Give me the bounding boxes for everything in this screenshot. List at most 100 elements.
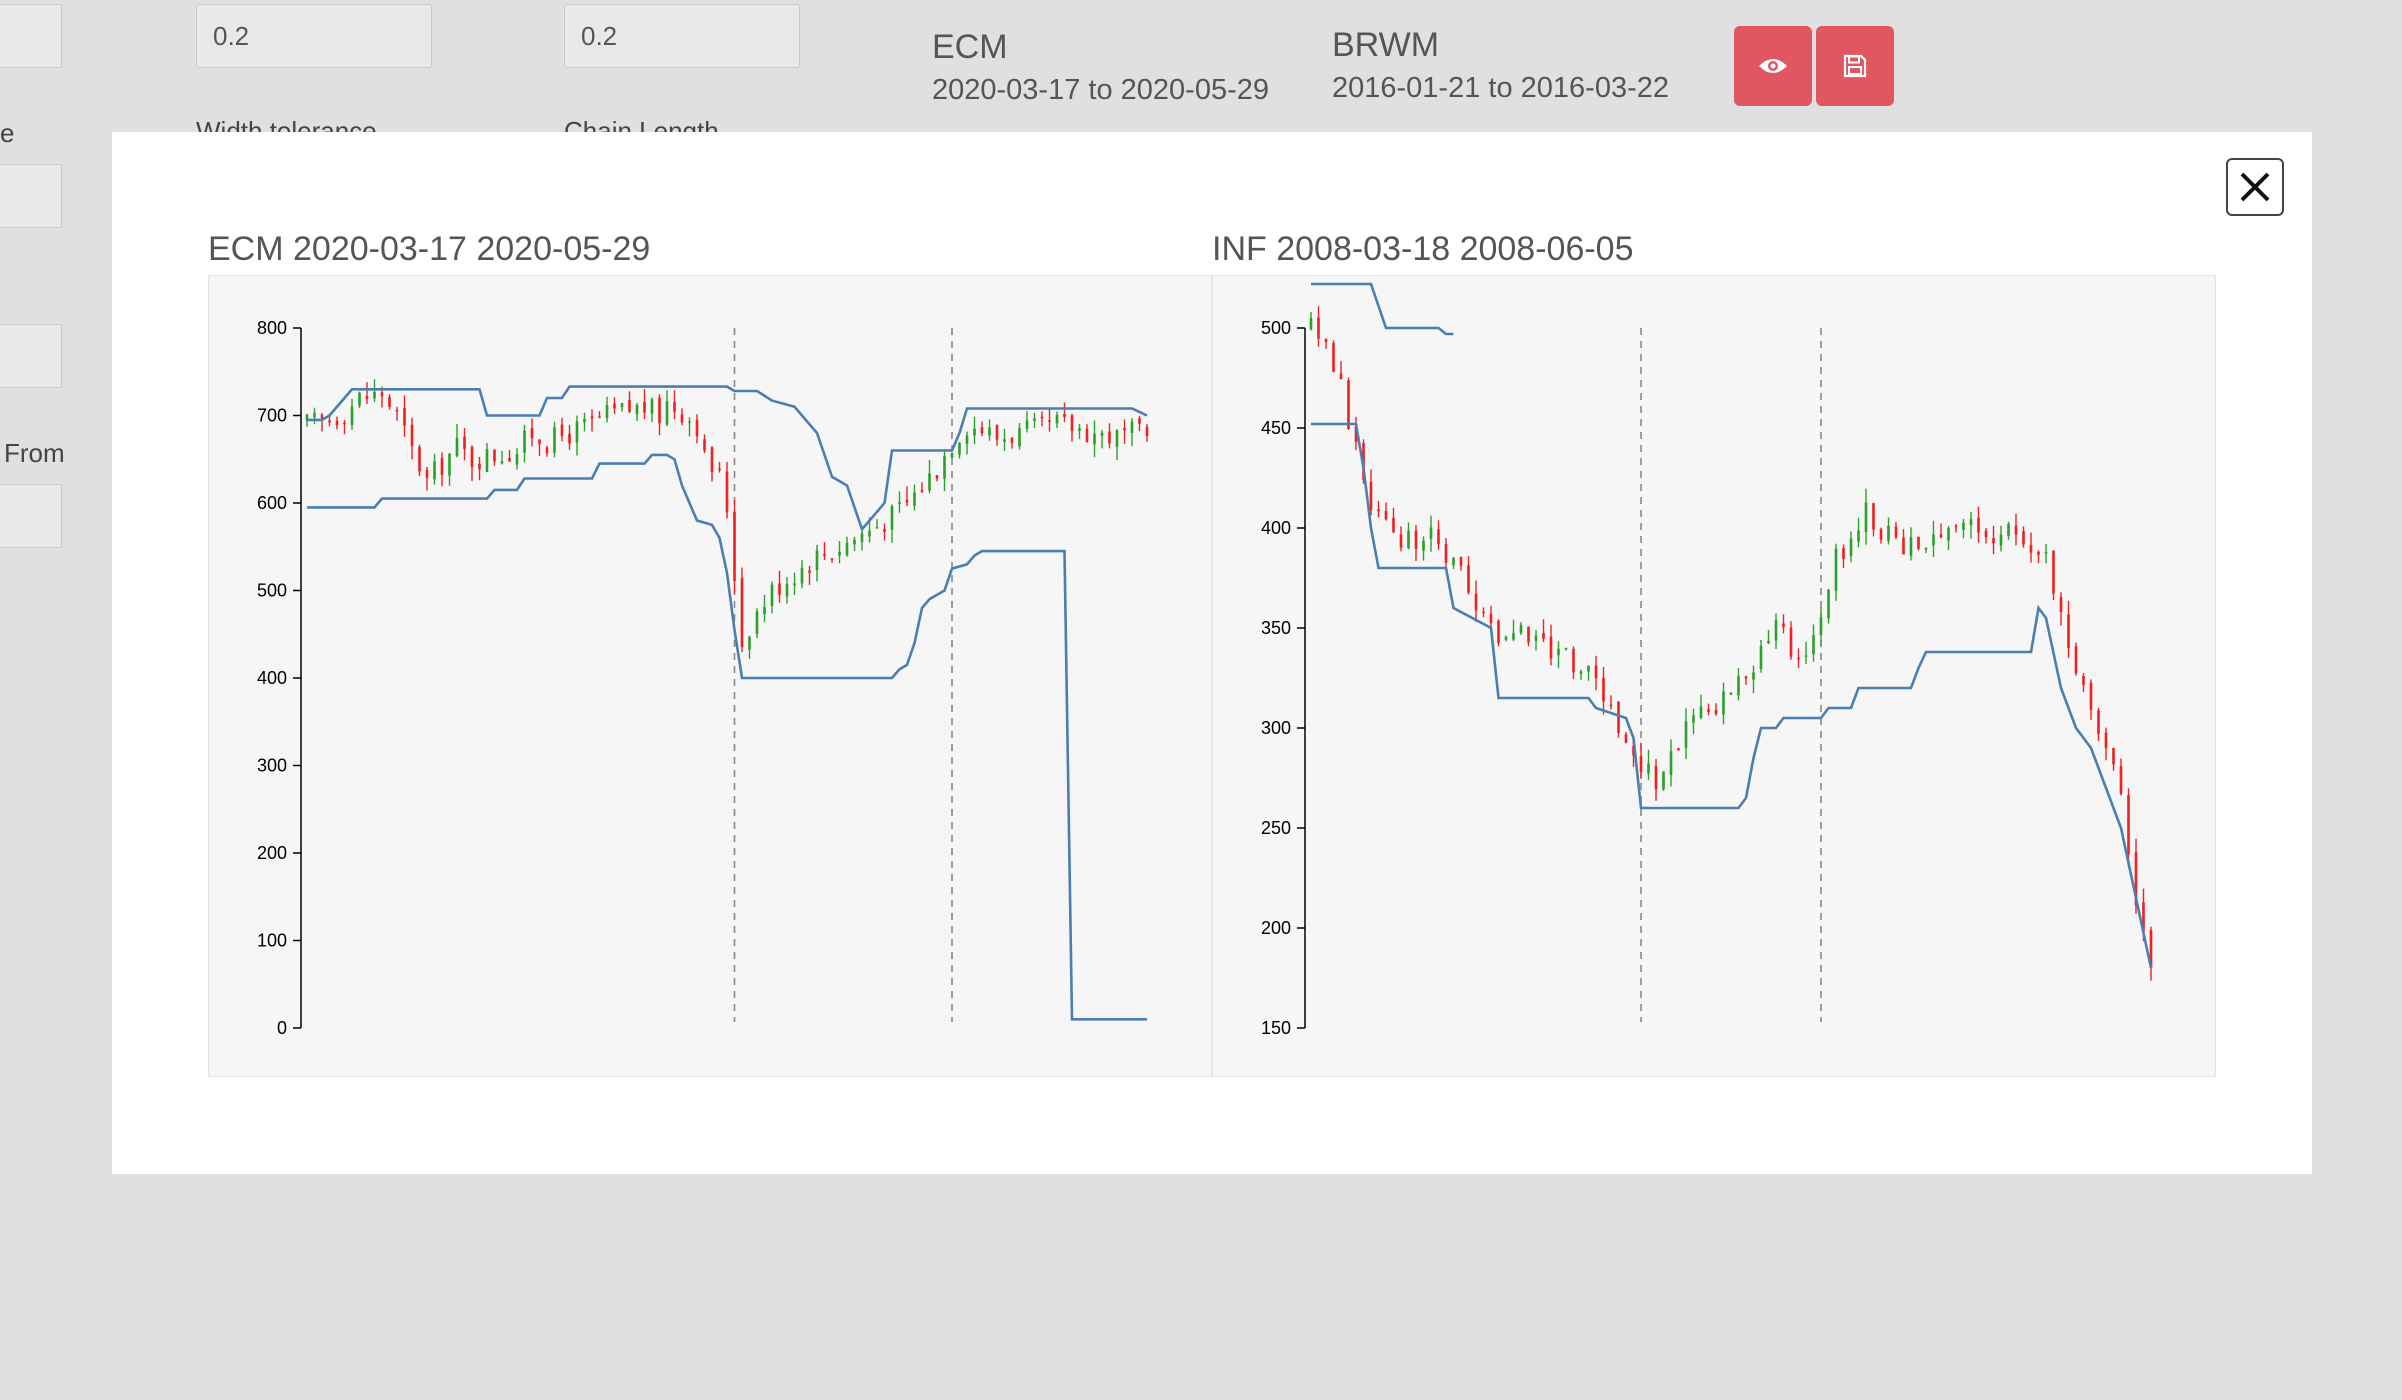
candle [605, 396, 609, 423]
left-label-e: e [0, 118, 15, 148]
candle [1797, 648, 1800, 668]
candle [973, 416, 976, 445]
candle [658, 394, 661, 436]
left-label-from: From [4, 438, 65, 468]
summary-range-ecm: 2020-03-17 to 2020-05-29 [932, 74, 1269, 106]
candle [763, 594, 766, 623]
candle [1444, 538, 1448, 569]
candle [650, 397, 654, 423]
candle [995, 424, 999, 446]
candle [1392, 507, 1395, 534]
candle [1624, 732, 1628, 744]
candle [1924, 547, 1928, 554]
left-field-4[interactable] [0, 484, 62, 548]
y-tick-label: 100 [257, 931, 287, 951]
candle [1025, 411, 1029, 433]
candle [1684, 708, 1688, 760]
candle [2022, 526, 2025, 548]
candle [890, 504, 894, 543]
candle [1729, 692, 1733, 696]
candle [1579, 669, 1583, 680]
candlestick-chart-inf: 150 200 250 300 350 400 450 500 [1261, 282, 2153, 1038]
candle [1452, 556, 1455, 570]
candle [1774, 613, 1778, 650]
left-field-2[interactable] [0, 164, 62, 228]
width-tolerance-input[interactable]: 0.2 [196, 4, 432, 68]
candle [1984, 528, 1988, 544]
candle [1504, 635, 1508, 642]
candle [1954, 523, 1958, 533]
y-tick-label: 800 [257, 318, 287, 338]
chart-panel-ecm: 0 100 200 300 400 500 600 700 800 [208, 275, 1212, 1077]
candle [1557, 641, 1560, 669]
candle [1812, 624, 1815, 662]
candle [1707, 703, 1710, 716]
candle [1003, 428, 1006, 451]
candle [470, 445, 474, 481]
save-button[interactable] [1816, 26, 1894, 106]
candle [1857, 517, 1860, 548]
candle [1602, 666, 1605, 715]
candle [1354, 416, 1358, 451]
candle [2007, 521, 2010, 540]
candle [560, 417, 564, 442]
candle [958, 441, 961, 459]
candle [1759, 640, 1763, 673]
candle [1842, 544, 1845, 568]
candle [530, 418, 534, 447]
candle [950, 452, 954, 459]
candle [1932, 520, 1935, 557]
candle [1347, 377, 1350, 430]
candle [2014, 513, 2018, 546]
candle [1422, 536, 1425, 561]
summary-symbol-brwm: BRWM [1332, 26, 1440, 64]
candle [613, 397, 616, 414]
candle [1040, 411, 1044, 427]
candle [493, 449, 496, 466]
upper-channel-line [307, 385, 1148, 532]
candle [1677, 747, 1680, 751]
candle [808, 565, 811, 585]
candle [1339, 361, 1343, 380]
candle [838, 541, 841, 564]
candle [1962, 518, 1965, 539]
candle [2037, 550, 2040, 564]
view-button[interactable] [1734, 26, 1812, 106]
y-tick-label: 200 [1261, 918, 1291, 938]
close-button[interactable] [2226, 158, 2284, 216]
y-tick-label: 400 [1261, 518, 1291, 538]
candle [1115, 429, 1119, 461]
eye-icon [1759, 59, 1787, 73]
chain-length-input[interactable]: 0.2 [564, 4, 800, 68]
candle [1767, 629, 1770, 645]
candle [335, 416, 339, 430]
candle [688, 417, 691, 437]
candle [358, 391, 361, 409]
candle [913, 484, 916, 511]
candle [1699, 694, 1703, 720]
left-field-3[interactable] [0, 324, 62, 388]
candlestick-chart-ecm: 0 100 200 300 400 500 600 700 800 [257, 318, 1149, 1038]
candle [1070, 413, 1074, 442]
candle [1482, 607, 1485, 618]
candle [1887, 517, 1890, 545]
candle [455, 424, 459, 458]
candle [1662, 771, 1665, 792]
candle [1100, 430, 1104, 449]
candle [1617, 700, 1620, 738]
candle [718, 461, 721, 473]
candle [2082, 672, 2085, 692]
candle [1879, 527, 1883, 544]
candle [440, 452, 444, 487]
candle [575, 415, 579, 456]
candle [320, 413, 324, 432]
chart-title-ecm: ECM 2020-03-17 2020-05-29 [208, 230, 651, 268]
candle [1722, 682, 1725, 725]
candle [395, 406, 399, 421]
left-field-1[interactable] [0, 4, 62, 68]
candle [2089, 679, 2093, 720]
candle [1377, 500, 1380, 518]
y-tick-label: 350 [1261, 618, 1291, 638]
candle [1782, 614, 1785, 634]
candle [2127, 788, 2130, 866]
